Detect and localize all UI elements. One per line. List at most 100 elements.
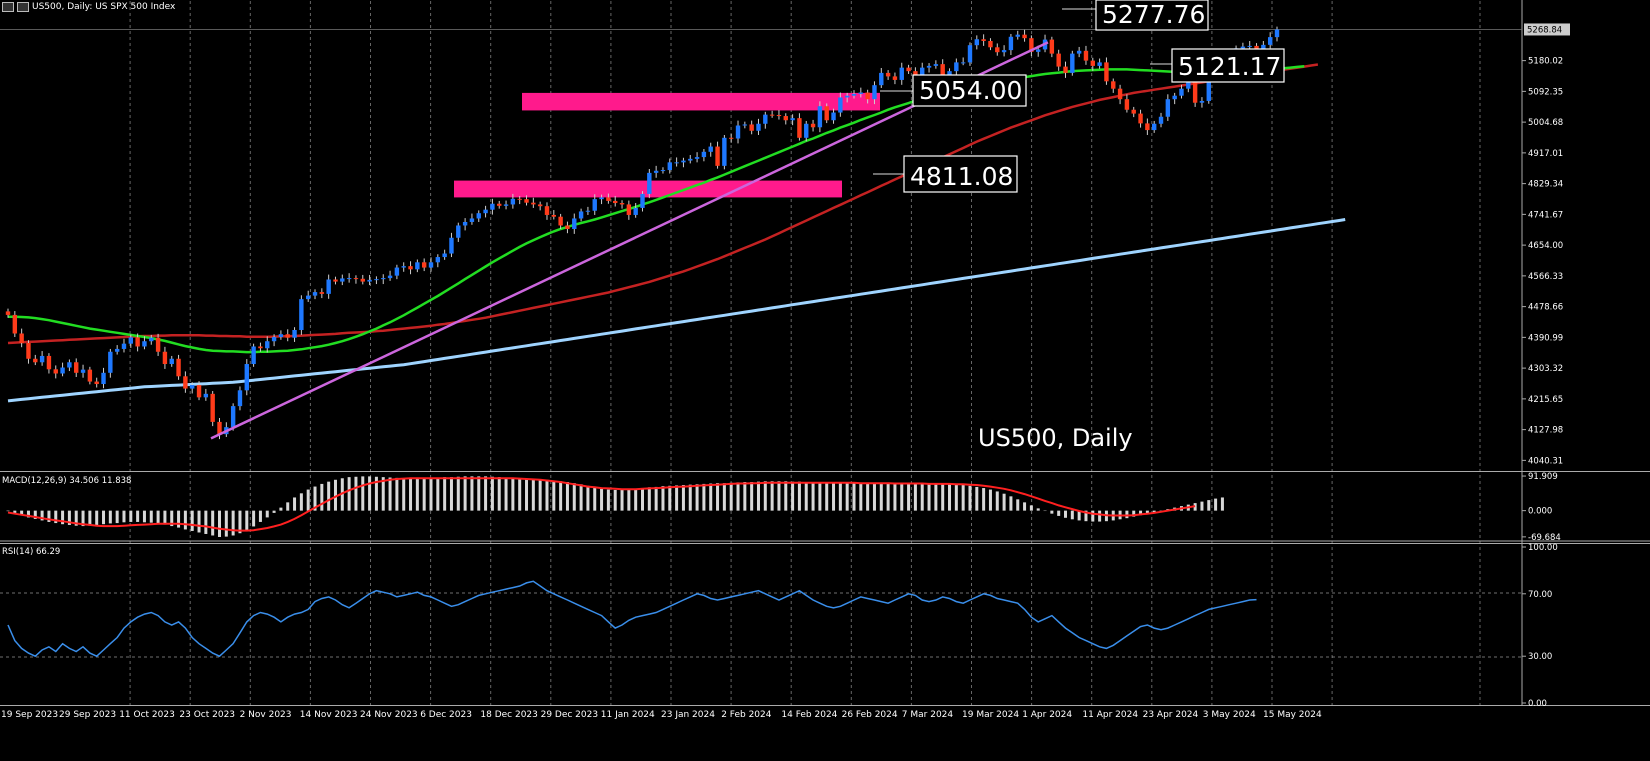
- candle-body: [688, 158, 693, 161]
- candle-body: [701, 151, 707, 158]
- candle-body: [1131, 109, 1136, 114]
- macd-bar: [531, 479, 535, 511]
- annotation-label: 4811.08: [910, 162, 1013, 191]
- macd-bar: [722, 483, 726, 511]
- candle-body: [278, 334, 284, 338]
- y-tick-label: 4917.01: [1528, 149, 1563, 159]
- y-tick-label: 4654.00: [1528, 241, 1563, 251]
- macd-bar: [681, 485, 685, 511]
- candle-body: [585, 210, 591, 212]
- macd-bar: [913, 483, 917, 511]
- macd-bar: [1064, 510, 1067, 518]
- macd-bar: [122, 510, 126, 523]
- macd-bar: [1139, 510, 1143, 516]
- macd-bar: [975, 486, 979, 511]
- candle-body: [681, 160, 686, 163]
- macd-bar: [982, 488, 986, 511]
- macd-bar: [361, 476, 365, 511]
- candle-body: [237, 390, 243, 407]
- macd-bar: [74, 510, 78, 526]
- macd-bar: [320, 483, 324, 511]
- candle-body: [258, 346, 263, 349]
- candle-body: [360, 278, 365, 282]
- candle-body: [565, 225, 570, 229]
- macd-bar: [1002, 493, 1006, 511]
- candle-body: [1186, 81, 1191, 89]
- macd-bar: [1214, 498, 1218, 511]
- chart-window-icon: [2, 2, 14, 12]
- candle-body: [995, 47, 1000, 53]
- candle-body: [879, 72, 884, 86]
- candle-body: [1104, 62, 1109, 82]
- candle-body: [381, 278, 386, 280]
- macd-bar: [838, 482, 842, 511]
- macd-bar: [961, 485, 965, 511]
- y-tick-label: 4478.66: [1528, 303, 1563, 313]
- macd-bar: [770, 481, 774, 511]
- candle-body: [305, 295, 311, 300]
- macd-bar: [579, 484, 583, 511]
- candle-body: [708, 146, 713, 152]
- annotation-box: [903, 155, 1018, 193]
- macd-bar: [415, 478, 419, 511]
- macd-bar: [456, 476, 460, 511]
- x-tick-label: 15 May 2024: [1263, 710, 1322, 720]
- macd-bar: [286, 502, 290, 511]
- candle-body: [326, 279, 331, 294]
- macd-bar: [190, 510, 194, 531]
- macd-bar: [729, 482, 733, 511]
- macd-bar: [518, 478, 522, 511]
- macd-bar: [552, 480, 556, 511]
- macd-bar: [484, 476, 488, 511]
- bar-chart-icon: [17, 2, 29, 12]
- macd-bar: [968, 485, 972, 511]
- time-axis: 19 Sep 2023 29 Sep 2023 11 Oct 2023 23 Oct …: [1, 710, 1322, 720]
- candle-body: [408, 266, 413, 270]
- macd-signal-line: [7, 477, 1196, 532]
- macd-bar: [559, 481, 563, 511]
- macd-bar: [429, 477, 433, 511]
- macd-bar: [40, 510, 44, 521]
- rsi-line: [7, 580, 1257, 658]
- macd-bar: [538, 479, 542, 511]
- macd-bar: [313, 486, 317, 511]
- macd-bar: [61, 510, 65, 525]
- x-tick-label: 7 Mar 2024: [902, 710, 954, 720]
- macd-bar: [142, 510, 146, 523]
- candle-body: [531, 202, 536, 205]
- candle-body: [503, 204, 509, 206]
- macd-bar: [545, 479, 549, 511]
- macd-bar: [26, 510, 30, 518]
- macd-bar: [1016, 499, 1020, 511]
- macd-bar: [1084, 510, 1088, 522]
- macd-bar: [1023, 502, 1027, 511]
- candle-body: [87, 369, 93, 382]
- macd-bar: [47, 510, 51, 522]
- macd-bar: [13, 510, 17, 513]
- macd-bar: [33, 510, 37, 519]
- candle-body: [469, 218, 475, 222]
- ma-slow-line: [7, 218, 1346, 403]
- macd-bar: [845, 482, 849, 511]
- macd-bar: [279, 507, 283, 511]
- x-tick-label: 23 Jan 2024: [661, 710, 715, 720]
- macd-bar: [231, 510, 235, 536]
- candle-body: [203, 393, 209, 398]
- y-tick-label: 5180.02: [1528, 57, 1563, 67]
- macd-bar: [54, 510, 58, 524]
- candle-body: [749, 124, 754, 131]
- rsi-y-tick-label: 30.00: [1528, 652, 1552, 662]
- rsi-title: RSI(14) 66.29: [2, 547, 60, 557]
- candle-body: [1097, 62, 1102, 66]
- candle-body: [640, 193, 645, 208]
- candle-body: [599, 197, 604, 200]
- y-tick-label: 4741.67: [1528, 210, 1563, 220]
- candle-body: [1138, 113, 1143, 124]
- candle-body: [265, 341, 270, 349]
- candle-body: [647, 172, 652, 194]
- macd-bar: [504, 477, 508, 511]
- x-tick-label: 26 Feb 2024: [842, 710, 898, 720]
- candle-body: [1029, 38, 1034, 52]
- macd-bar: [245, 510, 249, 531]
